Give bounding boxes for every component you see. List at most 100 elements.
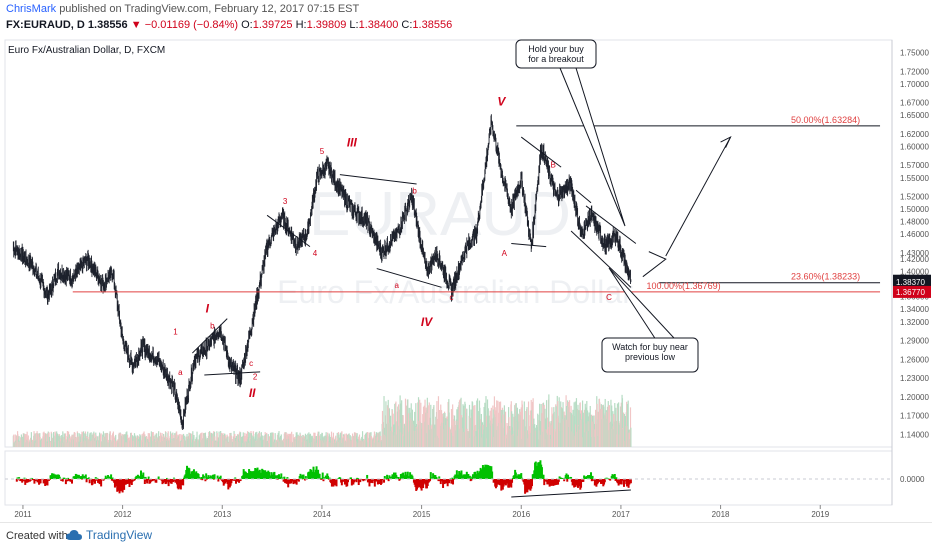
price-tick-label: 1.75000 — [900, 49, 929, 58]
volume-bar — [34, 433, 36, 447]
close-value: 1.38556 — [412, 19, 453, 31]
volume-bar — [507, 425, 509, 447]
time-tick-label: 2011 — [14, 510, 32, 519]
time-axis[interactable]: 2011 2012 2013 2014 2015 2016 2017 2018 2019 — [14, 505, 830, 519]
volume-bar — [629, 407, 632, 447]
volume-bar — [402, 415, 404, 447]
volume-bar — [586, 401, 588, 447]
price-tick-label: 1.55000 — [900, 174, 929, 183]
volume-bar — [241, 436, 244, 447]
callout-text: for a breakout — [528, 54, 584, 64]
volume-bar — [623, 412, 625, 447]
volume-bar — [244, 432, 246, 447]
volume-bar — [410, 403, 412, 447]
volume-bar — [237, 434, 239, 447]
volume-bar — [158, 431, 160, 447]
volume-bar — [51, 437, 54, 447]
divergence-line — [511, 489, 631, 498]
volume-bar — [573, 416, 576, 447]
volume-bar — [558, 397, 560, 447]
volume-bar — [537, 415, 539, 447]
author-link[interactable]: ChrisMark — [6, 3, 57, 15]
volume-bar — [109, 431, 111, 447]
published-text: published on TradingView.com, February 1… — [59, 3, 360, 15]
oscillator-pane: 0.0000 — [5, 460, 925, 498]
volume-bar — [200, 432, 202, 447]
volume-bar — [82, 431, 85, 447]
wave-label: 1 — [173, 327, 178, 336]
volume-bar — [397, 406, 399, 447]
volume-bar — [245, 433, 247, 447]
volume-bar — [70, 436, 72, 447]
volume-bar — [115, 434, 117, 447]
volume-bar — [597, 411, 599, 447]
volume-bar — [601, 405, 604, 447]
volume-bar — [33, 434, 36, 447]
volume-bar — [338, 434, 340, 447]
volume-bar — [581, 400, 584, 447]
volume-bar — [248, 431, 250, 447]
price-tag-label: 1.36770 — [896, 288, 925, 297]
volume-bar — [347, 434, 349, 447]
volume-bar — [53, 432, 55, 447]
price-tick-label: 1.32000 — [900, 318, 929, 327]
volume-bar — [476, 398, 479, 447]
volume-bar — [452, 414, 454, 447]
volume-bar — [575, 398, 578, 447]
volume-bar — [169, 431, 172, 447]
wave-label: 5 — [320, 147, 325, 156]
price-tick-label: 1.52000 — [900, 193, 929, 202]
volume-bar — [335, 435, 337, 447]
volume-bars — [12, 394, 632, 447]
footer: Created with TradingView — [0, 522, 932, 551]
price-chart[interactable]: Euro Fx/Australian Dollar, D, FXCM EURAU… — [0, 0, 932, 522]
volume-bar — [529, 410, 532, 447]
volume-bar — [167, 431, 169, 447]
volume-bar — [191, 433, 193, 447]
volume-bar — [305, 434, 307, 447]
price-tick-label: 1.29000 — [900, 337, 929, 346]
volume-bar — [611, 405, 613, 447]
volume-bar — [310, 436, 312, 447]
volume-bar — [270, 436, 272, 447]
volume-bar — [46, 434, 48, 447]
volume-bar — [440, 404, 442, 447]
time-tick-label: 2016 — [512, 510, 530, 519]
volume-bar — [544, 408, 546, 447]
time-tick-label: 2018 — [712, 510, 730, 519]
volume-bar — [344, 433, 346, 447]
volume-bar — [468, 404, 471, 447]
volume-bar — [125, 432, 127, 447]
price-tick-label: 1.17000 — [900, 412, 929, 421]
wave-label: II — [249, 386, 256, 400]
volume-bar — [25, 434, 27, 447]
forecast-arrow-line — [665, 136, 731, 257]
tradingview-logo[interactable]: TradingView — [66, 528, 152, 542]
volume-bar — [427, 424, 430, 447]
high-label: H: — [295, 19, 307, 31]
volume-bar — [527, 401, 530, 447]
volume-bar — [378, 432, 380, 447]
price-axis[interactable]: 1.75000 1.72000 1.70000 1.67000 1.65000 1.620… — [893, 49, 931, 440]
high-value: 1.39809 — [306, 19, 347, 31]
volume-bar — [562, 402, 564, 447]
volume-bar — [512, 413, 514, 447]
volume-bar — [449, 429, 451, 447]
volume-bar — [570, 413, 573, 447]
volume-bar — [463, 405, 465, 447]
volume-bar — [483, 406, 485, 447]
volume-bar — [539, 421, 542, 447]
volume-bar — [503, 405, 505, 447]
volume-bar — [567, 402, 570, 447]
volume-bar — [255, 432, 257, 447]
volume-bar — [118, 433, 121, 447]
trend-line — [511, 243, 547, 248]
volume-bar — [401, 400, 403, 447]
callout-rect — [515, 39, 597, 69]
volume-bar — [147, 433, 149, 447]
price-tick-label: 1.46000 — [900, 230, 929, 239]
trend-line — [266, 214, 311, 248]
trend-line — [575, 189, 592, 204]
volume-bar — [396, 421, 398, 447]
